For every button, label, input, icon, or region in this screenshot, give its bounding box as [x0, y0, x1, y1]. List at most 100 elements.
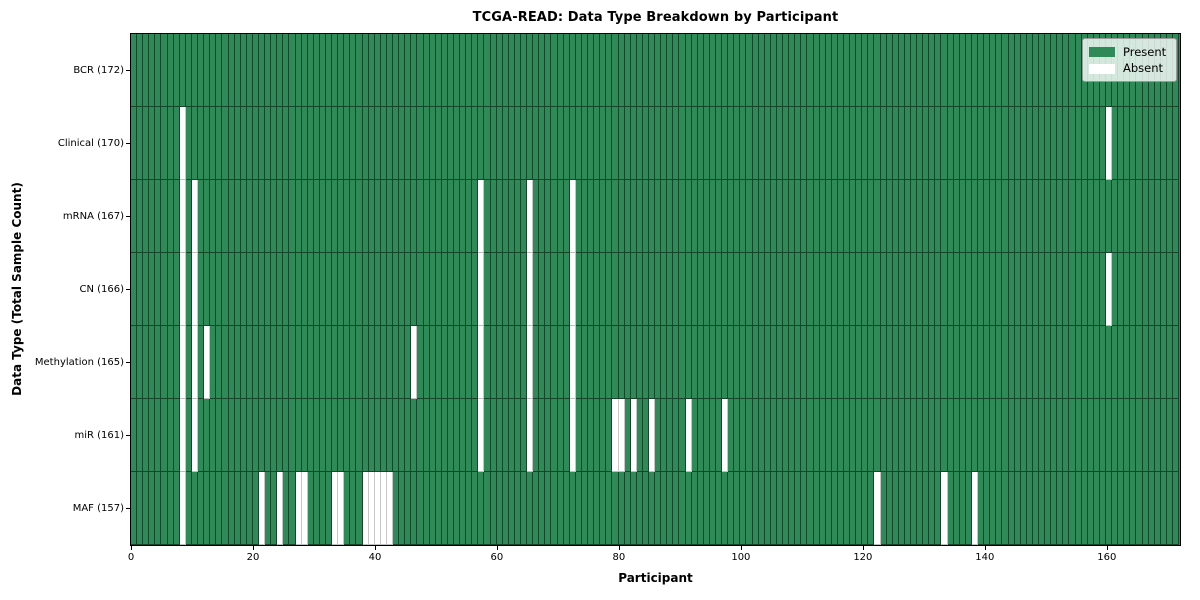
grid-cell-present — [1051, 399, 1058, 472]
grid-cell-present — [606, 399, 613, 472]
grid-cell-present — [667, 472, 674, 545]
grid-cell-present — [1136, 399, 1143, 472]
grid-cell-present — [271, 399, 278, 472]
grid-cell-present — [594, 253, 601, 326]
grid-cell-absent — [478, 399, 485, 472]
grid-cell-present — [1063, 253, 1070, 326]
grid-cell-present — [776, 472, 784, 545]
grid-cell-present — [636, 326, 643, 399]
grid-cell-present — [1075, 34, 1082, 107]
grid-cell-present — [198, 326, 205, 399]
grid-cell-present — [819, 34, 826, 107]
x-tick-label: 140 — [975, 552, 995, 563]
grid-cell-present — [709, 253, 716, 326]
grid-cell-present — [222, 180, 229, 253]
grid-cell-present — [1166, 180, 1174, 253]
grid-cell-present — [904, 253, 911, 326]
grid-cell-present — [709, 472, 716, 545]
grid-cell-present — [648, 472, 656, 545]
grid-cell-present — [588, 326, 595, 399]
grid-cell-present — [1069, 399, 1076, 472]
grid-cell-present — [740, 34, 747, 107]
grid-cell-present — [185, 326, 192, 399]
grid-cell-present — [862, 180, 869, 253]
grid-cell-present — [789, 107, 796, 180]
grid-cell-present — [313, 326, 320, 399]
grid-cell-present — [1166, 107, 1174, 180]
grid-cell-present — [868, 399, 875, 472]
grid-cell-present — [752, 34, 759, 107]
grid-cell-present — [843, 399, 851, 472]
grid-cell-present — [423, 399, 430, 472]
grid-cell-present — [886, 253, 893, 326]
y-tick-mark — [126, 435, 130, 436]
grid-cell-present — [709, 326, 716, 399]
grid-cell-present — [484, 326, 491, 399]
grid-cell-present — [246, 107, 253, 180]
grid-cell-present — [911, 399, 918, 472]
grid-cell-present — [1106, 180, 1113, 253]
grid-cell-present — [600, 472, 607, 545]
grid-cell-present — [295, 34, 302, 107]
grid-cell-present — [557, 107, 564, 180]
grid-cell-present — [655, 472, 662, 545]
grid-cell-present — [362, 180, 369, 253]
grid-cell-present — [850, 107, 857, 180]
x-tick-label: 20 — [246, 552, 260, 563]
grid-cell-present — [301, 253, 308, 326]
grid-cell-present — [472, 107, 479, 180]
grid-cell-present — [673, 253, 680, 326]
grid-cell-present — [648, 180, 656, 253]
grid-cell-present — [831, 107, 838, 180]
grid-cell-present — [393, 34, 400, 107]
grid-cell-present — [161, 399, 168, 472]
grid-cell-present — [691, 472, 698, 545]
grid-cell-present — [770, 399, 777, 472]
grid-cell-present — [1148, 253, 1155, 326]
grid-cell-present — [764, 180, 771, 253]
grid-cell-present — [1124, 326, 1131, 399]
grid-cell-present — [862, 253, 869, 326]
grid-cell-present — [1020, 472, 1027, 545]
grid-cell-present — [898, 107, 905, 180]
grid-cell-present — [265, 180, 272, 253]
grid-cell-present — [557, 399, 564, 472]
grid-cell-absent — [971, 472, 979, 545]
grid-cell-present — [581, 399, 589, 472]
grid-cell-absent — [191, 253, 199, 326]
grid-cell-present — [557, 472, 564, 545]
grid-cell-present — [393, 399, 400, 472]
grid-cell-present — [344, 253, 351, 326]
grid-cell-present — [1026, 34, 1033, 107]
grid-cell-present — [411, 253, 418, 326]
grid-cell-present — [1063, 399, 1070, 472]
grid-cell-present — [667, 34, 674, 107]
grid-cell-present — [472, 399, 479, 472]
grid-cell-present — [941, 107, 948, 180]
grid-cell-present — [728, 180, 735, 253]
grid-cell-present — [807, 107, 814, 180]
grid-cell-present — [929, 472, 936, 545]
grid-cell-absent — [411, 326, 418, 399]
grid-cell-present — [1002, 107, 1009, 180]
grid-cell-present — [490, 326, 497, 399]
grid-cell-present — [831, 472, 838, 545]
grid-cell-present — [661, 326, 668, 399]
grid-cell-present — [1106, 326, 1113, 399]
grid-cell-present — [356, 326, 363, 399]
grid-cell-present — [1026, 472, 1033, 545]
grid-cell-present — [618, 253, 625, 326]
grid-cell-present — [447, 326, 454, 399]
grid-cell-present — [563, 180, 570, 253]
grid-cell-present — [1038, 107, 1046, 180]
grid-cell-present — [856, 253, 863, 326]
grid-cell-present — [258, 326, 266, 399]
grid-cell-present — [204, 34, 211, 107]
grid-cell-present — [137, 253, 144, 326]
grid-cell-present — [399, 107, 406, 180]
grid-cell-present — [271, 180, 278, 253]
grid-cell-present — [746, 107, 753, 180]
grid-cell-present — [228, 107, 235, 180]
grid-cell-present — [697, 253, 704, 326]
grid-cell-absent — [569, 399, 576, 472]
